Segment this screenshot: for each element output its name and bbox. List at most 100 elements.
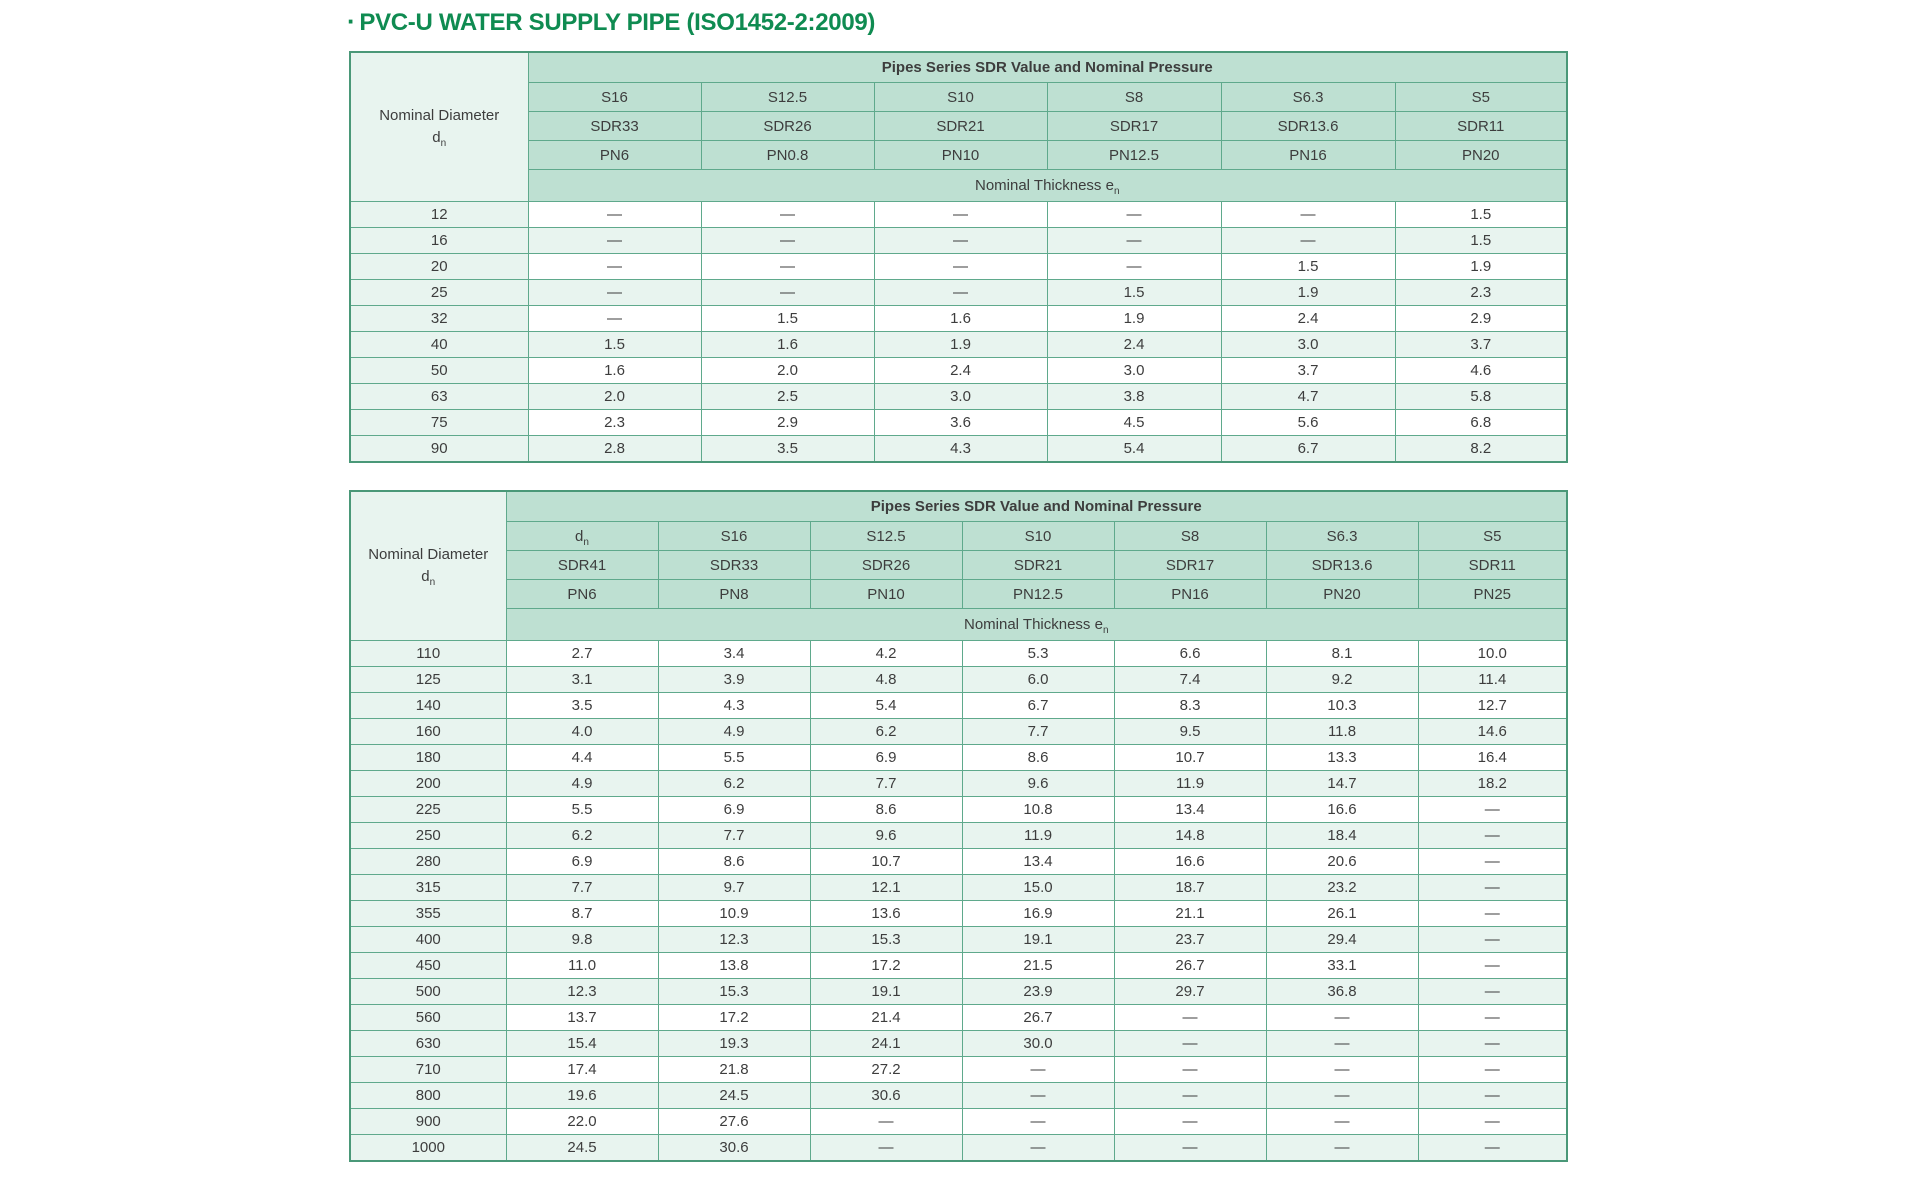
thickness-value-cell: 5.4 <box>1046 435 1222 462</box>
thickness-value-cell: 16.9 <box>961 900 1115 927</box>
thickness-value-cell: 7.7 <box>961 718 1115 745</box>
series-header-cell: S16 <box>657 521 811 551</box>
thickness-value-cell: 8.6 <box>961 744 1115 771</box>
table-row: 20— — — —1.5 1.9 <box>349 253 1568 280</box>
thickness-value-cell: 18.2 <box>1417 770 1568 797</box>
table-row: 32—1.5 1.6 1.9 2.4 2.9 <box>349 305 1568 332</box>
thickness-value-cell: 3.5 <box>505 692 659 719</box>
thickness-value-cell: 6.2 <box>505 822 659 849</box>
thickness-value-cell: — <box>700 253 875 280</box>
thickness-value-cell: — <box>1220 201 1396 228</box>
thickness-value-cell: 8.6 <box>657 848 811 875</box>
thickness-value-cell: 12.3 <box>657 926 811 953</box>
table-row: 12— — — — —1.5 <box>349 201 1568 228</box>
thickness-value-cell: 3.1 <box>505 666 659 693</box>
thickness-value-cell: 4.3 <box>873 435 1048 462</box>
thickness-value-cell: 3.7 <box>1220 357 1396 384</box>
table-row: 225 5.5 6.9 8.6 10.8 13.4 16.6— <box>349 796 1568 823</box>
thickness-value-cell: — <box>1220 227 1396 254</box>
series-row: S16 S12.5 S10 S8 S6.3 S5 <box>350 82 1568 112</box>
thickness-value-cell: 13.4 <box>1113 796 1267 823</box>
thickness-value-cell: 16.6 <box>1265 796 1419 823</box>
sdr-header-cell: SDR11 <box>1417 550 1568 580</box>
thickness-value-cell: — <box>873 201 1048 228</box>
thickness-value-cell: — <box>1113 1134 1267 1161</box>
thickness-value-cell: 13.6 <box>809 900 963 927</box>
thickness-value-cell: 1.5 <box>1220 253 1396 280</box>
sdr-header-cell: SDR13.6 <box>1220 111 1396 141</box>
thickness-value-cell: 7.7 <box>809 770 963 797</box>
dn-symbol: dn <box>421 568 436 588</box>
thickness-value-cell: — <box>1417 1056 1568 1083</box>
table-top-header: Pipes Series SDR Value and Nominal Press… <box>527 51 1568 83</box>
top-header-row: Nominal Diameter dn Pipes Series SDR Val… <box>349 490 1568 641</box>
thickness-value-cell: 10.3 <box>1265 692 1419 719</box>
thickness-value-cell: 15.4 <box>505 1030 659 1057</box>
thickness-value-cell: 16.4 <box>1417 744 1568 771</box>
diameter-cell: 75 <box>349 409 529 436</box>
thickness-value-cell: 10.9 <box>657 900 811 927</box>
thickness-value-cell: 30.6 <box>809 1082 963 1109</box>
thickness-value-cell: 20.6 <box>1265 848 1419 875</box>
table-row: 200 4.9 6.2 7.7 9.6 11.9 14.7 18.2 <box>349 770 1568 797</box>
thickness-value-cell: — <box>1113 1056 1267 1083</box>
thickness-value-cell: — <box>1265 1004 1419 1031</box>
thickness-value-cell: — <box>1417 1134 1568 1161</box>
thickness-value-cell: — <box>1046 253 1222 280</box>
thickness-value-cell: 2.0 <box>527 383 702 410</box>
sdr-header-cell: SDR17 <box>1113 550 1267 580</box>
thickness-value-cell: — <box>527 305 702 332</box>
diameter-cell: 250 <box>349 822 507 849</box>
thickness-value-cell: 10.8 <box>961 796 1115 823</box>
thickness-value-cell: — <box>809 1108 963 1135</box>
thickness-value-cell: 3.4 <box>657 640 811 667</box>
pn-row: PN6 PN8 PN10 PN12.5 PN16 PN20 PN25 <box>350 579 1568 609</box>
thickness-value-cell: — <box>1417 926 1568 953</box>
thickness-value-cell: 2.3 <box>527 409 702 436</box>
pn-header-cell: PN20 <box>1265 579 1419 609</box>
top-header-row: Nominal Diameter dn Pipes Series SDR Val… <box>349 51 1568 202</box>
thickness-value-cell: — <box>873 253 1048 280</box>
diameter-cell: 200 <box>349 770 507 797</box>
thickness-value-cell: 4.4 <box>505 744 659 771</box>
sdr-header-cell: SDR26 <box>809 550 963 580</box>
diameter-cell: 40 <box>349 331 529 358</box>
thickness-value-cell: 26.7 <box>961 1004 1115 1031</box>
thickness-value-cell: 21.5 <box>961 952 1115 979</box>
table-row: 1000 24.5 30.6— — — — — <box>349 1134 1568 1161</box>
thickness-value-cell: 10.7 <box>809 848 963 875</box>
table-row: 25— — —1.5 1.9 2.3 <box>349 279 1568 306</box>
thickness-value-cell: 13.7 <box>505 1004 659 1031</box>
pipe-table-large-diameters: Nominal Diameter dn Pipes Series SDR Val… <box>349 490 1568 1162</box>
thickness-value-cell: 3.5 <box>700 435 875 462</box>
thickness-value-cell: 7.4 <box>1113 666 1267 693</box>
thickness-value-cell: — <box>700 227 875 254</box>
pn-header-cell: PN8 <box>657 579 811 609</box>
thickness-value-cell: 2.9 <box>1394 305 1568 332</box>
thickness-value-cell: 15.0 <box>961 874 1115 901</box>
pn-header-cell: PN10 <box>873 140 1048 170</box>
series-header-cell: S12.5 <box>700 82 875 112</box>
sdr-header-cell: SDR21 <box>961 550 1115 580</box>
thickness-value-cell: 30.6 <box>657 1134 811 1161</box>
thickness-value-cell: — <box>1417 822 1568 849</box>
table-row: 40 1.5 1.6 1.9 2.4 3.0 3.7 <box>349 331 1568 358</box>
thickness-value-cell: 24.1 <box>809 1030 963 1057</box>
thickness-value-cell: — <box>527 253 702 280</box>
thickness-value-cell: — <box>1113 1004 1267 1031</box>
thickness-value-cell: 19.6 <box>505 1082 659 1109</box>
sdr-header-cell: SDR33 <box>527 111 702 141</box>
thickness-value-cell: 14.6 <box>1417 718 1568 745</box>
thickness-value-cell: 19.3 <box>657 1030 811 1057</box>
table-row: 125 3.1 3.9 4.8 6.0 7.4 9.2 11.4 <box>349 666 1568 693</box>
thickness-value-cell: — <box>1417 1030 1568 1057</box>
thickness-value-cell: — <box>1417 796 1568 823</box>
thickness-value-cell: — <box>809 1134 963 1161</box>
thickness-value-cell: 14.8 <box>1113 822 1267 849</box>
thickness-value-cell: 21.4 <box>809 1004 963 1031</box>
thickness-value-cell: 3.0 <box>1220 331 1396 358</box>
thickness-value-cell: 16.6 <box>1113 848 1267 875</box>
thickness-value-cell: — <box>700 201 875 228</box>
thickness-value-cell: — <box>961 1056 1115 1083</box>
series-header-cell: S5 <box>1394 82 1568 112</box>
